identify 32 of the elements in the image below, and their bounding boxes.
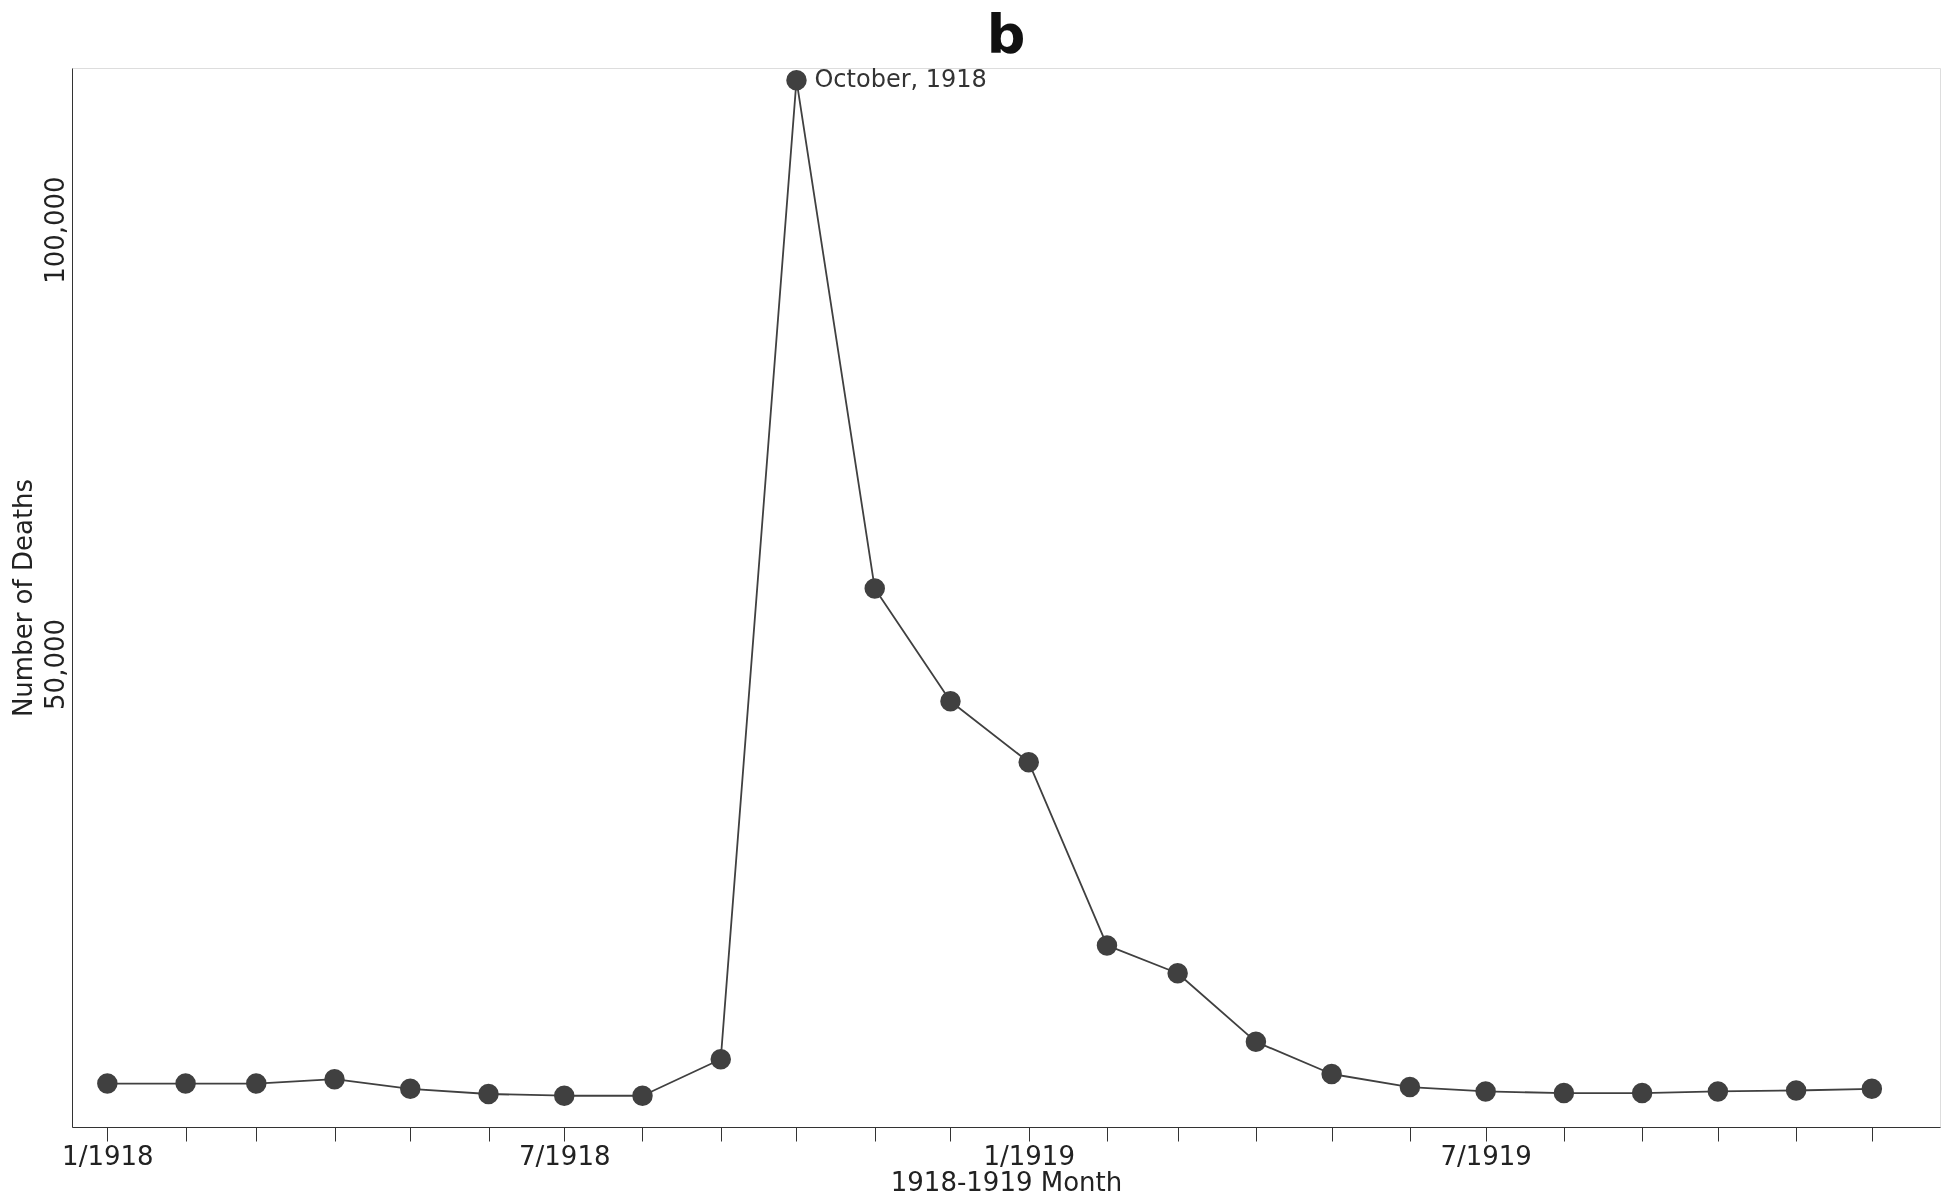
point bbox=[246, 1073, 267, 1094]
point bbox=[1785, 1080, 1807, 1101]
point bbox=[1245, 1031, 1267, 1053]
point bbox=[478, 1083, 499, 1105]
chart-title: b bbox=[986, 3, 1026, 66]
x-tick-label: 1/1918 bbox=[62, 1140, 154, 1171]
x-tick-label: 7/1919 bbox=[1440, 1140, 1532, 1171]
point bbox=[1018, 751, 1039, 773]
y-tick-label: 100,000 bbox=[39, 176, 70, 284]
point bbox=[632, 1085, 653, 1106]
annotation: October, 1918 bbox=[814, 65, 987, 94]
point bbox=[1096, 935, 1118, 956]
point bbox=[400, 1078, 421, 1099]
x-tick-label: 7/1918 bbox=[519, 1140, 611, 1171]
point bbox=[940, 691, 961, 712]
point bbox=[1475, 1081, 1496, 1102]
point bbox=[864, 578, 885, 599]
point bbox=[1553, 1082, 1575, 1104]
point bbox=[1167, 963, 1188, 984]
point bbox=[175, 1073, 196, 1094]
point bbox=[710, 1049, 731, 1070]
point bbox=[97, 1073, 118, 1094]
point bbox=[324, 1068, 345, 1090]
point bbox=[554, 1085, 575, 1106]
y-axis-title: Number of Deaths bbox=[7, 478, 38, 718]
y-tick-label: 50,000 bbox=[39, 618, 70, 710]
point bbox=[1861, 1078, 1883, 1099]
point bbox=[1631, 1082, 1653, 1104]
point bbox=[1321, 1063, 1342, 1085]
point bbox=[1707, 1081, 1729, 1102]
point bbox=[786, 69, 807, 91]
point bbox=[1399, 1076, 1421, 1098]
